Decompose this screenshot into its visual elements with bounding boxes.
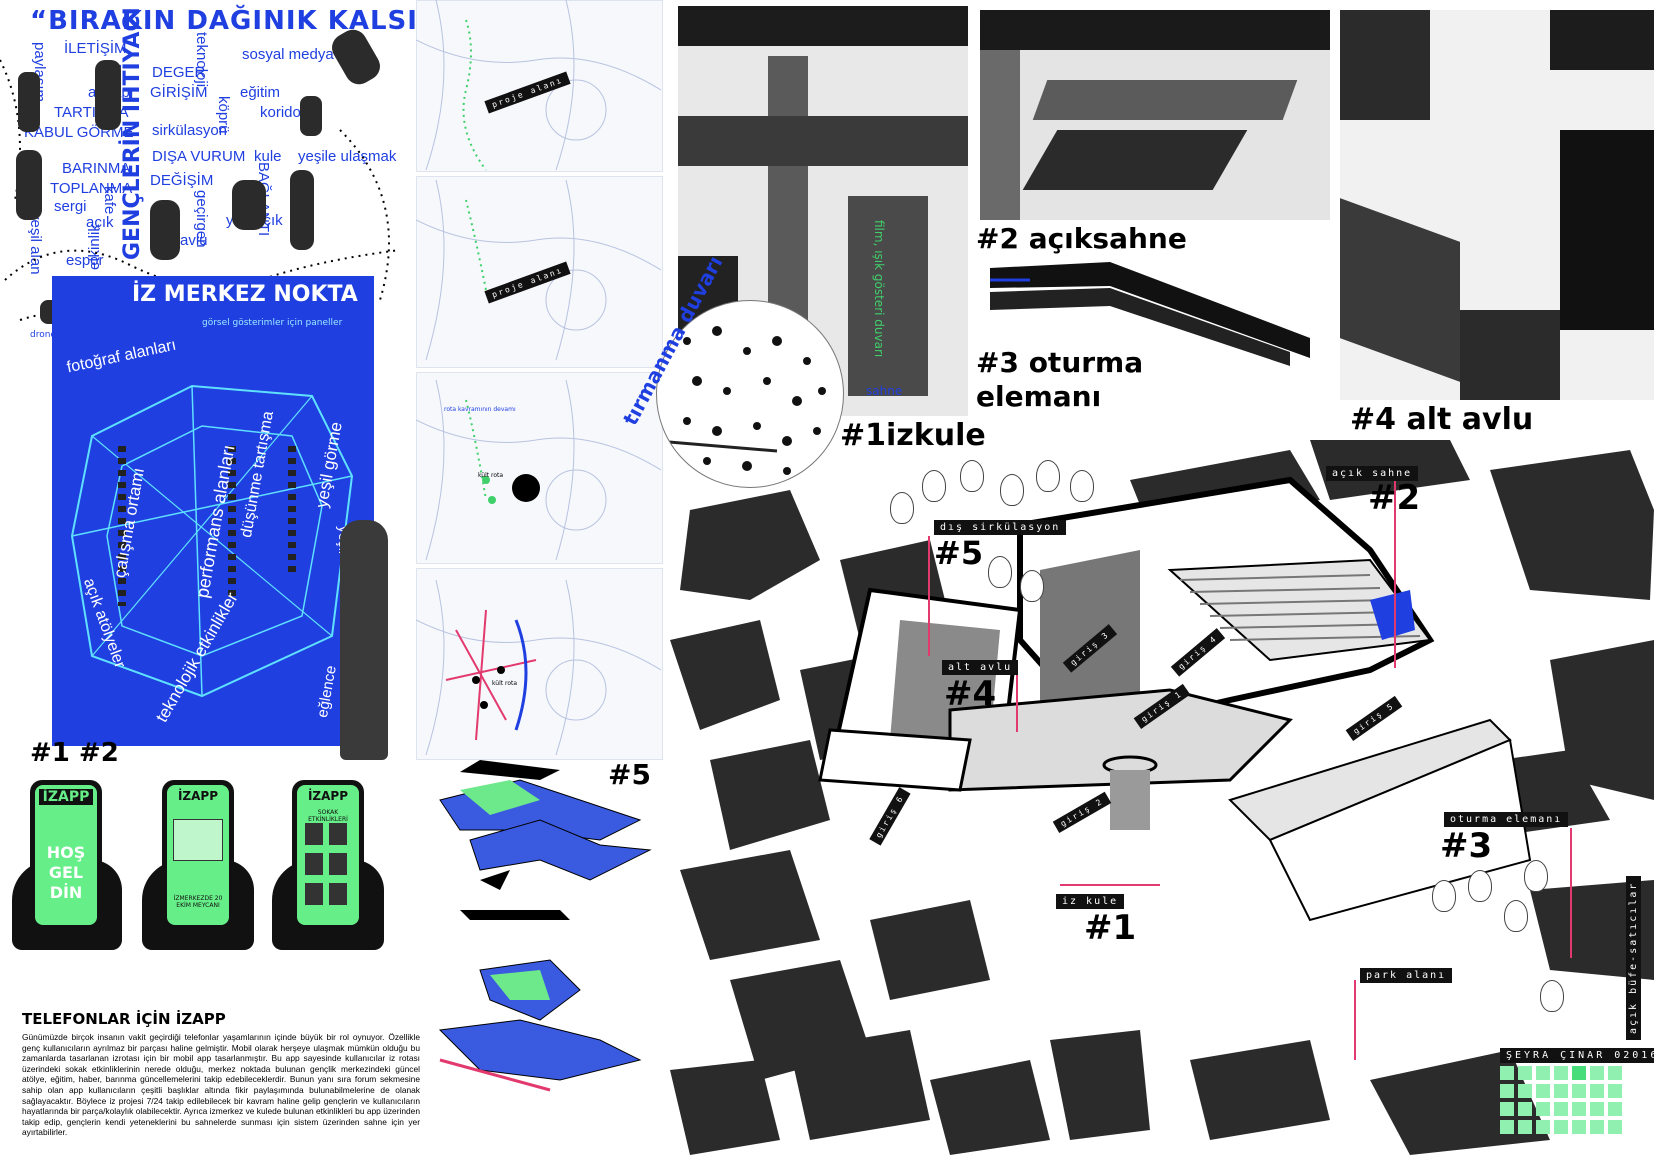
phone-welcome: İZAPP HOŞ GEL DİN (30, 780, 102, 930)
stage-small-label: sahne (866, 384, 903, 398)
tag-park-alani: park alanı (1360, 968, 1453, 983)
map-label: kült rota (492, 680, 518, 687)
map-label: rota kavramının devamı (444, 406, 516, 413)
tag-bufe: açık büfe-satıcılar (1626, 875, 1641, 1040)
structure-wireframe (70, 384, 354, 698)
site-number-4: #4 (944, 674, 997, 714)
need-word: yeşile ulaşmak (298, 148, 397, 165)
map-frame (416, 372, 663, 564)
site-number-1: #1 (1084, 908, 1137, 948)
iz-merkez-box: İZ MERKEZ NOKTA görsel gösterimler için … (52, 276, 374, 746)
leader-line (1394, 468, 1396, 668)
need-word: DEGER (152, 64, 206, 81)
tree-icon (1000, 474, 1024, 506)
tree-icon (1036, 460, 1060, 492)
map-frame (416, 568, 663, 760)
label-oturma-elemani: #3 oturma elemanı (976, 346, 1144, 413)
tree-icon (890, 492, 914, 524)
phone-caption: SOKAK ETKİNLİKLERİ (308, 809, 348, 823)
app-body: Günümüzde birçok insanın vakit geçirdiği… (22, 1032, 420, 1138)
need-word: kule (254, 148, 282, 165)
tower-perspective (678, 6, 968, 416)
need-word: sosyal medya (242, 46, 334, 63)
leader-line (1016, 672, 1018, 732)
tree-icon (1504, 900, 1528, 932)
map-label: kült rota (478, 472, 504, 479)
tree-icon (1524, 860, 1548, 892)
tag-oturma-elemani: oturma elemanı (1444, 812, 1569, 827)
need-word: eğitim (240, 84, 281, 101)
tree-icon (1070, 470, 1094, 502)
need-word: sergi (54, 198, 87, 215)
axon-number-5: #5 (608, 758, 651, 791)
phone-brand: İZAPP (177, 789, 219, 803)
need-word: sirkülasyon (152, 122, 228, 139)
need-word: DEĞİŞİM (150, 172, 214, 189)
tree-icon (988, 556, 1012, 588)
film-wall-label: film, ışık gösteri duvarı (872, 220, 886, 358)
leader-line (928, 536, 930, 656)
open-stage-perspective (980, 10, 1330, 220)
site-number-2: #2 (1368, 478, 1421, 518)
map-lines (416, 0, 661, 756)
leader-line (1354, 980, 1356, 1060)
leader-line (1570, 828, 1572, 958)
standing-figure (340, 520, 388, 760)
tag-dis-sirkulasyon: dış sirkülasyon (934, 520, 1067, 535)
need-word: espor (66, 252, 104, 269)
lower-court-perspective (1340, 10, 1654, 400)
need-word: açık (86, 214, 114, 231)
tree-icon (1432, 880, 1456, 912)
tree-icon (1468, 870, 1492, 902)
box-title: İZ MERKEZ NOKTA (132, 282, 358, 307)
need-word: TOPLANMA (50, 180, 133, 197)
stage-tiers (990, 262, 1310, 372)
app-heading: TELEFONLAR İÇİN İZAPP (22, 1010, 226, 1028)
author-credit: ŞEYRA ÇINAR 020160032 (1500, 1048, 1654, 1063)
phone-brand: İZAPP (307, 789, 349, 803)
tree-icon (1020, 570, 1044, 602)
need-word: avlu (180, 232, 208, 249)
need-word: GİRİŞİM (150, 84, 208, 101)
need-word: DIŞA VURUM (152, 148, 246, 165)
phone-welcome-line3: DİN (49, 883, 83, 902)
climbing-wall-circle (656, 300, 844, 488)
tag-acik-sahne: açık sahne (1326, 466, 1419, 481)
label-alt-avlu: #4 alt avlu (1350, 402, 1534, 437)
panels-label: görsel gösterimler için paneller (202, 318, 343, 328)
need-word: BARINMA (62, 160, 131, 177)
headline: “BIRAKIN DAĞINIK KALSIN” (30, 6, 459, 36)
leader-line (1060, 884, 1160, 886)
phone-welcome-line1: HOŞ (46, 843, 86, 862)
tag-alt-avlu: alt avlu (942, 660, 1019, 675)
need-word: koridor (260, 104, 306, 121)
index-grid (1500, 1066, 1624, 1150)
tag-iz-kule: iz kule (1056, 894, 1125, 909)
site-number-3: #3 (1440, 826, 1493, 866)
label-izkule: #1izkule (840, 418, 986, 453)
phone-caption: İZMERKEZDE 20 EKİM MEYCANI (173, 895, 223, 909)
need-word: İLETİŞİM (64, 40, 127, 57)
phone-events: İZAPP SOKAK ETKİNLİKLERİ (292, 780, 364, 930)
site-number-5: #5 (934, 534, 984, 572)
tree-icon (1540, 980, 1564, 1012)
phone-welcome-line2: GEL (48, 863, 84, 882)
tree-icon (960, 460, 984, 492)
route-axonometric (438, 760, 652, 1092)
label-acik-sahne: #2 açıksahne (976, 222, 1187, 255)
dotted-curves (0, 59, 401, 341)
site-plan-drawing (670, 440, 1654, 1160)
app-numbers: #1 #2 (30, 738, 119, 768)
tree-icon (922, 470, 946, 502)
phone-brand: İZAPP (39, 789, 93, 805)
phone-map: İZAPP İZMERKEZDE 20 EKİM MEYCANI (162, 780, 234, 930)
